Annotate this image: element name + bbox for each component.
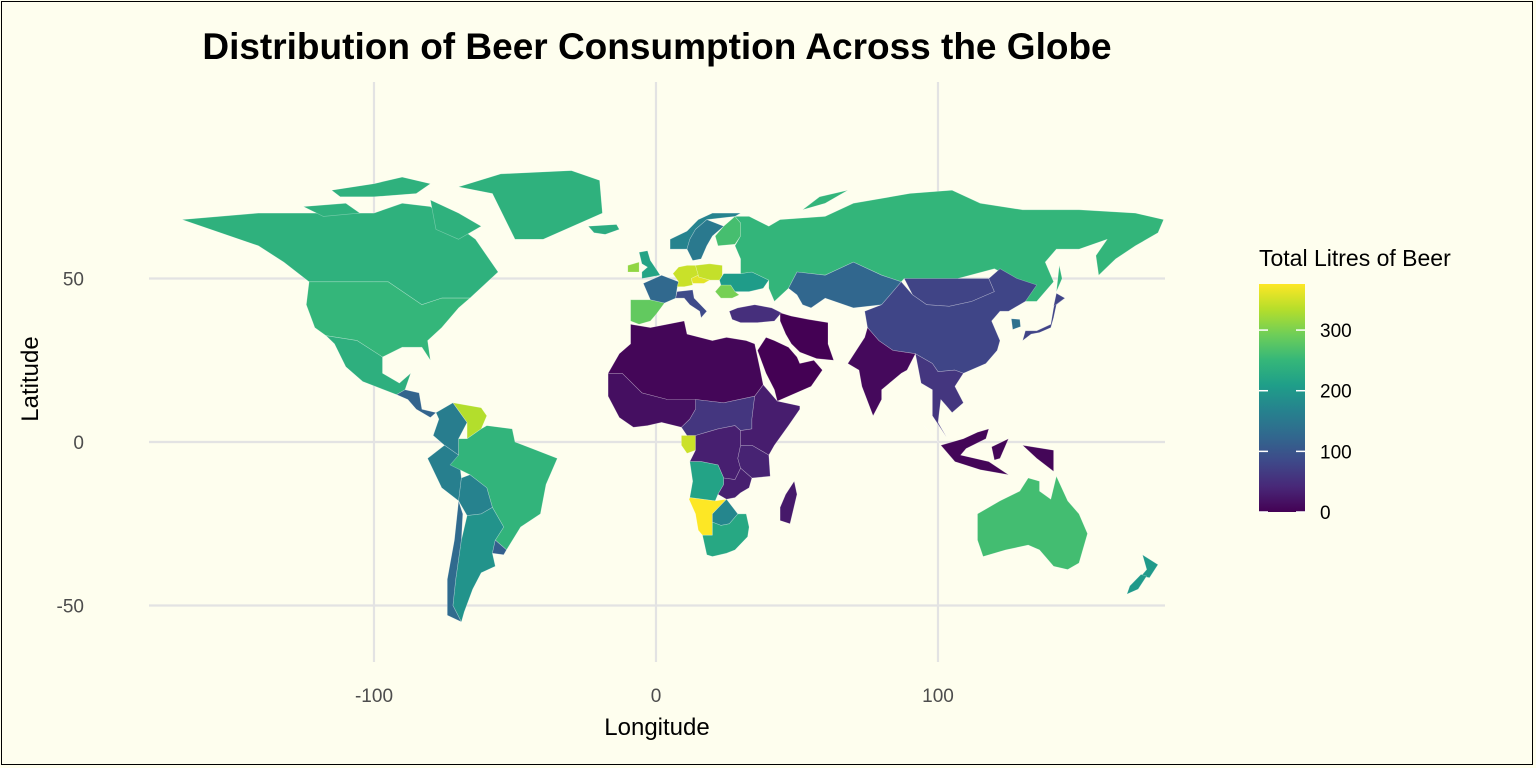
country-saudi-arabia	[757, 337, 823, 402]
country-argentina	[452, 507, 505, 623]
country-sweden	[686, 219, 725, 261]
chart-title: Distribution of Beer Consumption Across …	[202, 26, 1111, 67]
x-tick-label: -100	[355, 686, 393, 707]
legend-tick-label: 200	[1320, 382, 1352, 403]
y-axis-label: Latitude	[17, 336, 44, 421]
legend-tick-label: 100	[1320, 442, 1352, 463]
country-angola	[689, 461, 725, 502]
country-canada	[303, 203, 361, 217]
y-axis-ticks: 50 0 -50	[57, 270, 84, 618]
x-tick-label: 0	[651, 686, 662, 707]
y-tick-label: 0	[73, 433, 84, 454]
country-turkey	[728, 304, 782, 323]
x-axis-ticks: -100 0 100	[355, 686, 954, 707]
country-indonesia	[923, 425, 1009, 476]
country-indonesia	[991, 438, 1009, 461]
country-iran	[779, 312, 835, 361]
colorbar-legend: Total Litres of Beer 0 100 200 300	[1259, 245, 1451, 524]
country-greenland	[458, 170, 603, 240]
country-gabon	[681, 435, 696, 454]
country-russia	[734, 189, 1164, 302]
country-mexico	[325, 335, 412, 395]
country-central-america	[396, 389, 437, 418]
country-kazakhstan	[788, 261, 902, 309]
country-ukraine	[719, 271, 770, 292]
legend-title: Total Litres of Beer	[1259, 245, 1451, 271]
country-japan	[1053, 292, 1066, 307]
country-south-korea	[1010, 318, 1021, 330]
country-united-kingdom	[638, 250, 661, 279]
country-zambia	[717, 467, 753, 500]
country-southeast-asia	[915, 353, 964, 438]
country-russia	[802, 189, 849, 211]
country-madagascar	[779, 480, 798, 525]
country-norway	[669, 212, 741, 250]
country-indonesia	[1022, 444, 1054, 472]
countries-layer	[181, 170, 1164, 623]
x-tick-label: 100	[922, 686, 954, 707]
country-france	[642, 274, 679, 304]
country-australia	[977, 475, 1088, 570]
country-uruguay	[492, 539, 507, 556]
country-new-zealand	[1126, 574, 1147, 595]
y-tick-label: 50	[63, 270, 84, 291]
legend-tick-label: 300	[1320, 321, 1352, 342]
country-spain	[630, 299, 665, 325]
country-india	[847, 327, 916, 417]
country-bolivia	[458, 474, 493, 516]
country-tanzania	[737, 444, 771, 479]
x-axis-label: Longitude	[604, 714, 709, 741]
legend-tick-label: 0	[1320, 503, 1331, 524]
y-tick-label: -50	[57, 597, 84, 618]
country-italy	[675, 289, 708, 319]
country-finland	[714, 216, 741, 247]
country-west-africa	[607, 372, 696, 428]
country-canada	[430, 199, 482, 240]
country-south-africa	[702, 513, 750, 557]
country-canada	[331, 176, 431, 198]
country-russia	[1056, 265, 1063, 292]
country-czech-republic	[690, 274, 710, 284]
country-ireland	[627, 261, 640, 273]
country-peru	[427, 444, 462, 502]
colorbar	[1259, 284, 1305, 512]
country-iceland	[587, 224, 620, 235]
country-united-states	[305, 281, 471, 361]
country-new-zealand	[1140, 554, 1159, 579]
